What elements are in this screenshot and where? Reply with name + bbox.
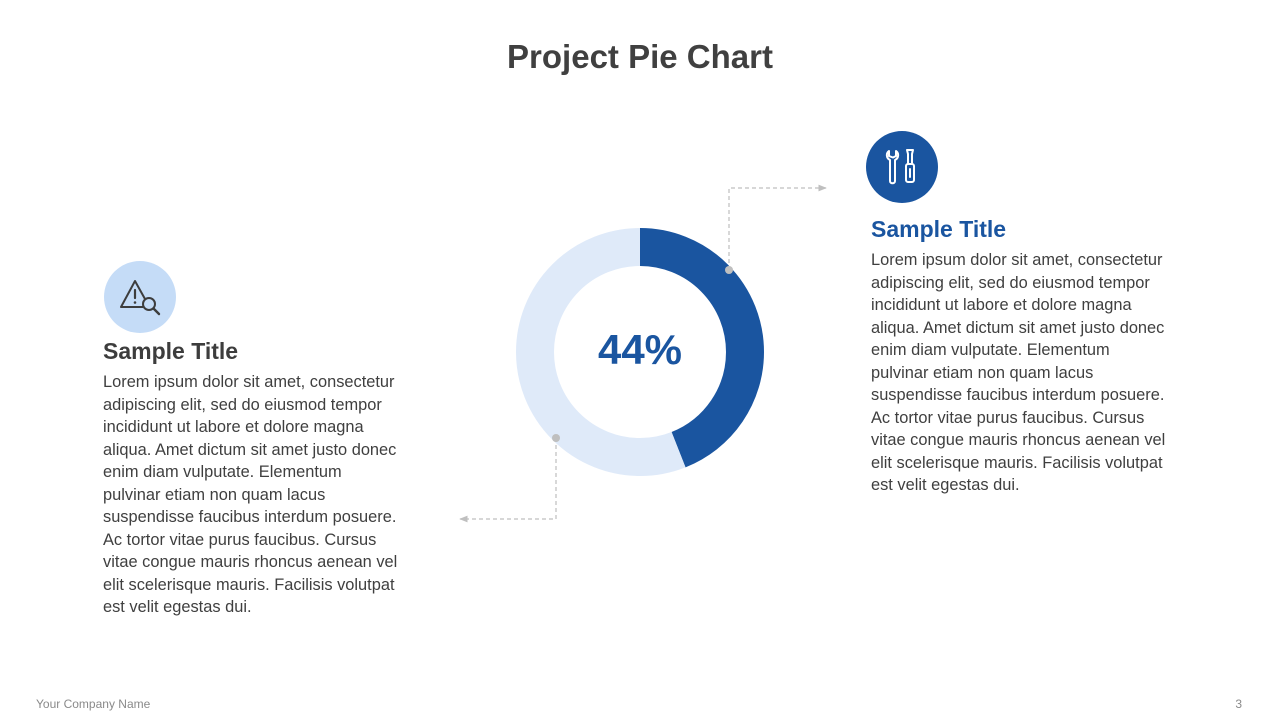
warning-magnifier-icon (104, 261, 176, 333)
footer-company-name: Your Company Name (36, 697, 151, 711)
footer-page-number: 3 (1235, 697, 1242, 711)
right-text-block: Sample Title Lorem ipsum dolor sit amet,… (871, 216, 1171, 497)
donut-value-label: 44% (597, 326, 683, 373)
connector-dot-left (552, 434, 560, 442)
connector-dot-right (725, 266, 733, 274)
left-block-body: Lorem ipsum dolor sit amet, consectetur … (103, 373, 398, 616)
right-block-body: Lorem ipsum dolor sit amet, consectetur … (871, 251, 1166, 494)
left-text-block: Sample Title Lorem ipsum dolor sit amet,… (103, 338, 403, 619)
connector-right (728, 184, 827, 270)
connector-left (459, 438, 557, 523)
slide-title: Project Pie Chart (507, 38, 773, 75)
left-block-title: Sample Title (103, 338, 239, 364)
right-block-title: Sample Title (871, 216, 1007, 242)
pie-slice-2 (516, 228, 764, 476)
tools-icon (866, 131, 938, 203)
